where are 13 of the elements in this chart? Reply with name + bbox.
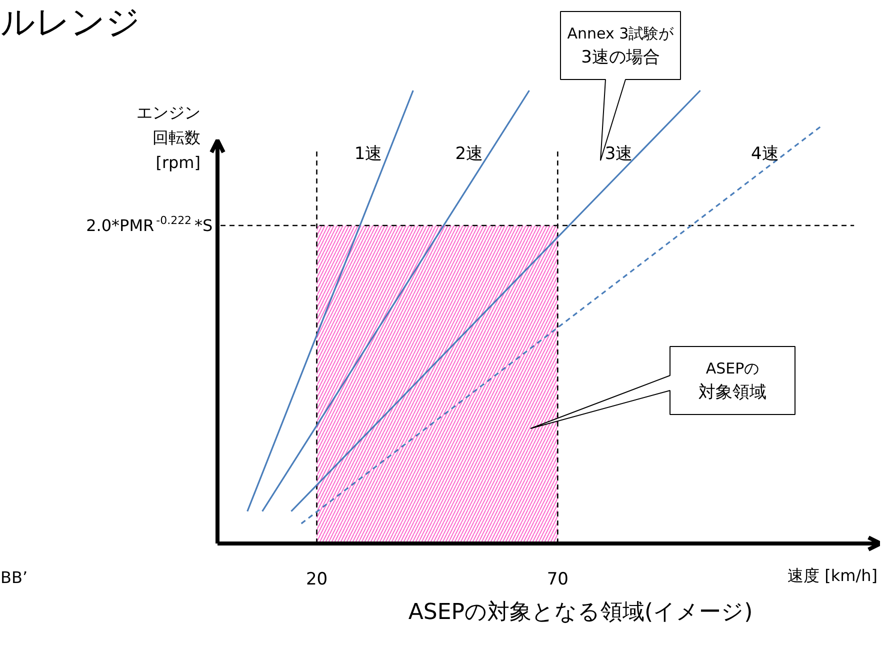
- x-tick-label: 70: [546, 570, 568, 590]
- chart-title: ルレンジ: [0, 2, 140, 42]
- series-label: 3速: [604, 144, 633, 164]
- text: BB’: [0, 568, 28, 587]
- x-tick-label: 20: [306, 570, 328, 590]
- y-axis-title: エンジン回転数[rpm]: [136, 103, 201, 172]
- series-label: 1速: [354, 144, 382, 164]
- x-axis-title: 速度 [km/h]: [788, 566, 878, 585]
- text: Annex 3試験が3速の場合: [567, 24, 675, 68]
- series-label: 2速: [455, 144, 484, 164]
- series-label: 4速: [751, 144, 779, 164]
- annotation: ASEPの対象領域: [698, 360, 766, 402]
- text: ASEPの対象となる領域(イメージ): [408, 600, 753, 625]
